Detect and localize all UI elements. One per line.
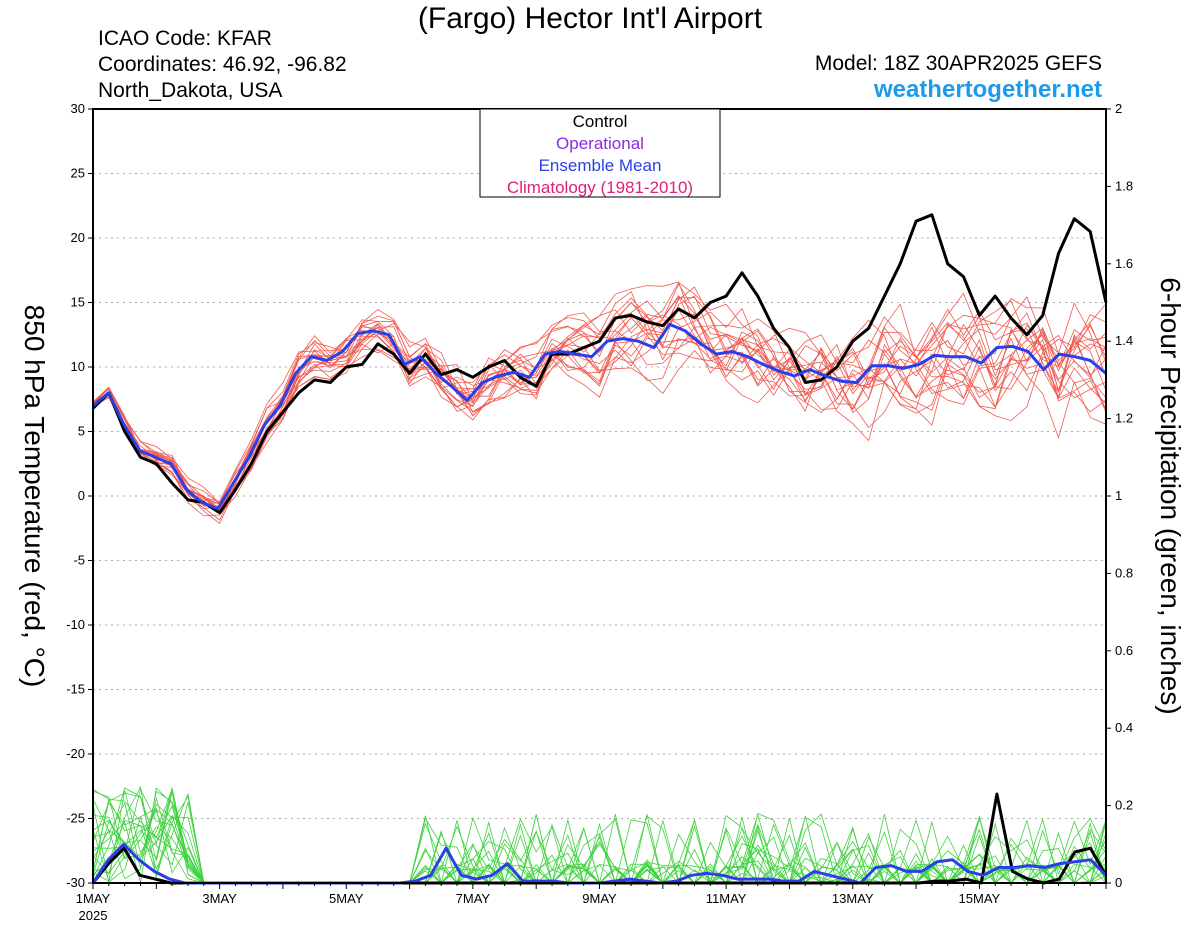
precip-member-line <box>92 798 1107 885</box>
y-right-tick-label: 0.4 <box>1115 720 1133 735</box>
temperature-member-line <box>92 301 1107 502</box>
y-right-tick-label: 0.8 <box>1115 565 1133 580</box>
y-left-tick-label: 10 <box>71 359 85 374</box>
legend-climatology: Climatology (1981-2010) <box>507 178 693 197</box>
region: North_Dakota, USA <box>98 79 283 102</box>
y-axis-right: 2 1.8 1.6 1.4 1.2 1 0.8 0.6 0.4 0.2 0 <box>1106 101 1133 890</box>
y-right-tick-label: 0.2 <box>1115 798 1133 813</box>
x-tick-label: 15MAY <box>959 891 1001 906</box>
precip-member-line <box>92 808 1107 885</box>
temperature-member-line <box>92 303 1107 517</box>
x-tick-label: 13MAY <box>832 891 874 906</box>
temperature-member-line <box>92 312 1107 510</box>
y-left-tick-label: -20 <box>66 746 85 761</box>
y-axis-left: 30 25 20 15 10 5 0 -5 -10 -15 -20 -25 -30 <box>66 101 93 890</box>
legend-operational: Operational <box>556 134 644 153</box>
y-right-tick-label: 1.6 <box>1115 256 1133 271</box>
y-right-tick-label: 1 <box>1115 488 1122 503</box>
temperature-member-line <box>92 281 1107 515</box>
temperature-member-line <box>92 309 1107 521</box>
precip-member-line <box>92 796 1107 885</box>
legend-control: Control <box>573 112 628 131</box>
y-left-tick-label: 20 <box>71 230 85 245</box>
precip-members <box>92 785 1107 885</box>
legend-box <box>479 108 721 198</box>
y-left-tick-label: 0 <box>78 488 85 503</box>
site-logo[interactable]: weathertogether.net <box>873 76 1102 103</box>
y-left-tick-label: 25 <box>71 166 85 181</box>
y-right-tick-label: 1.2 <box>1115 411 1133 426</box>
control-temperature-line <box>91 213 1108 515</box>
coordinates: Coordinates: 46.92, -96.82 <box>98 53 347 76</box>
x-year-label: 2025 <box>79 908 108 923</box>
precip-member-line <box>92 789 1107 884</box>
x-tick-label: 1MAY <box>76 891 111 906</box>
y-left-tick-label: -10 <box>66 617 85 632</box>
ensemble-mean-temperature-line <box>92 322 1107 511</box>
y-left-tick-label: 5 <box>78 424 85 439</box>
legend: Control Operational Ensemble Mean Climatolo… <box>479 108 721 198</box>
y-axis-left-label: 850 hPa Temperature (red, °C) <box>19 304 50 688</box>
x-tick-label: 3MAY <box>202 891 237 906</box>
y-right-tick-label: 1.8 <box>1115 178 1133 193</box>
icao-code: ICAO Code: KFAR <box>98 27 272 50</box>
y-left-tick-label: 30 <box>71 101 85 116</box>
model-info: Model: 18Z 30APR2025 GEFS <box>814 52 1102 75</box>
temperature-member-line <box>92 283 1107 505</box>
y-left-tick-label: -30 <box>66 875 85 890</box>
x-tick-label: 9MAY <box>582 891 617 906</box>
precip-member-line <box>92 789 1107 885</box>
legend-ensemble-mean: Ensemble Mean <box>539 156 662 175</box>
y-axis-right-label: 6-hour Precipitation (green, inches) <box>1155 277 1186 715</box>
y-left-tick-label: -25 <box>66 811 85 826</box>
chart-title: (Fargo) Hector Int'l Airport <box>417 2 763 35</box>
y-right-tick-label: 0 <box>1115 875 1122 890</box>
y-left-tick-label: -5 <box>73 553 85 568</box>
y-right-tick-label: 2 <box>1115 101 1122 116</box>
precip-member-line <box>92 803 1107 885</box>
x-tick-label: 7MAY <box>456 891 491 906</box>
x-tick-label: 5MAY <box>329 891 364 906</box>
y-right-tick-label: 1.4 <box>1115 333 1133 348</box>
grid-lines <box>93 173 1106 819</box>
y-left-tick-label: 15 <box>71 295 85 310</box>
precip-member-line <box>92 788 1107 885</box>
temperature-members <box>92 281 1107 525</box>
y-right-tick-label: 0.6 <box>1115 643 1133 658</box>
y-left-tick-label: -15 <box>66 682 85 697</box>
station-info: ICAO Code: KFAR Coordinates: 46.92, -96.… <box>98 26 347 104</box>
x-axis: 1MAY 3MAY 5MAY 7MAY 9MAY 11MAY 13MAY 15MAY 2025 <box>76 883 1107 923</box>
precip-member-line <box>92 802 1107 884</box>
x-tick-label: 11MAY <box>706 891 747 906</box>
